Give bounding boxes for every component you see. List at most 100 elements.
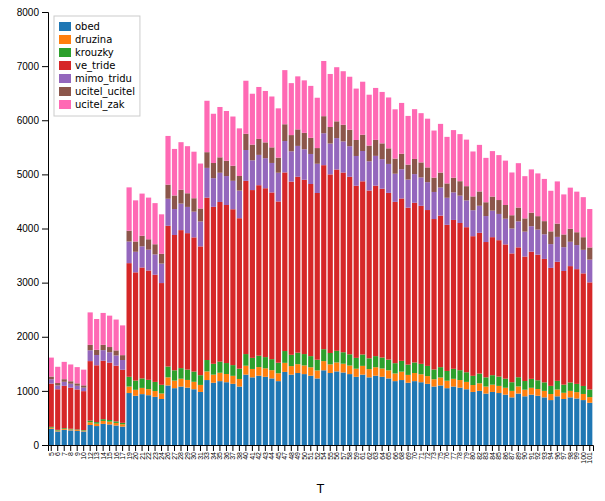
bar [555, 390, 560, 397]
bar [418, 382, 423, 445]
legend-item: ve_tride [59, 60, 115, 72]
bar [477, 383, 482, 391]
bar [496, 386, 501, 393]
bar [470, 210, 475, 236]
tick-label: 7000 [17, 61, 40, 72]
tick-mark [492, 445, 493, 451]
bar [75, 383, 80, 385]
bar-series [49, 116, 593, 387]
bar [548, 231, 553, 244]
bar [503, 161, 508, 205]
tick-mark [440, 445, 441, 451]
bar [107, 420, 112, 422]
legend-label: ucitel_ucitel [75, 86, 135, 98]
bar [386, 370, 391, 378]
bar [49, 429, 54, 445]
bar [204, 152, 209, 168]
bar [230, 117, 235, 166]
bar [191, 237, 196, 371]
bar [211, 178, 216, 207]
bar [120, 360, 125, 370]
bar [431, 369, 436, 379]
bar [431, 379, 436, 386]
bar [185, 388, 190, 445]
bar [49, 379, 54, 383]
tick-mark [323, 445, 324, 451]
bar [405, 116, 410, 165]
tick-mark [42, 391, 48, 392]
bar [146, 389, 151, 395]
bar [548, 244, 553, 268]
bar [191, 212, 196, 238]
bar [295, 146, 300, 177]
bar [243, 366, 248, 375]
bar [542, 391, 547, 397]
bar [224, 161, 229, 176]
bar [347, 77, 352, 130]
tick-mark [70, 445, 71, 451]
bar [438, 367, 443, 377]
bar [444, 198, 449, 225]
bar [399, 169, 404, 198]
bar [399, 154, 404, 169]
bar [555, 396, 560, 445]
bar [367, 191, 372, 359]
bar [529, 213, 534, 227]
bar [256, 155, 261, 185]
bar [308, 376, 313, 445]
x-axis-title: T [316, 482, 325, 496]
bar [399, 198, 404, 360]
bar [367, 95, 372, 146]
tick-mark [563, 445, 564, 451]
bar [328, 174, 333, 353]
bar [516, 221, 521, 247]
tick-mark [369, 445, 370, 451]
bar [535, 173, 540, 216]
bar [243, 81, 248, 134]
bar [250, 358, 255, 369]
bar [217, 173, 222, 202]
bar [477, 145, 482, 192]
bar [470, 151, 475, 196]
tick-label: 4000 [17, 223, 40, 234]
bar [321, 61, 326, 116]
tick-label: 5000 [17, 169, 40, 180]
bar [321, 165, 326, 349]
bar [94, 350, 99, 355]
bar [94, 422, 99, 424]
bar [483, 242, 488, 377]
bar [444, 183, 449, 197]
bar [159, 254, 164, 264]
bar [68, 429, 73, 431]
bar [418, 177, 423, 205]
bar [548, 386, 553, 394]
bar [230, 166, 235, 181]
tick-mark [90, 445, 91, 451]
bar [276, 108, 281, 157]
bar [263, 368, 268, 376]
bar [542, 382, 547, 391]
bar [386, 97, 391, 148]
bar [542, 221, 547, 234]
bar [412, 362, 417, 373]
bar [587, 390, 592, 398]
bar [315, 360, 320, 371]
bar [431, 219, 436, 369]
bar [354, 369, 359, 377]
bar [243, 134, 248, 150]
bar [237, 218, 242, 368]
legend-swatch [59, 35, 71, 44]
bar [237, 128, 242, 176]
bar [341, 125, 346, 142]
bar [470, 236, 475, 376]
bar [127, 263, 132, 377]
bar [139, 378, 144, 387]
bar [568, 397, 573, 445]
bar [405, 383, 410, 445]
legend-box [54, 16, 140, 116]
bar [496, 214, 501, 240]
tick-mark [161, 445, 162, 451]
tick-mark [206, 445, 207, 451]
bar [127, 393, 132, 445]
bar [256, 367, 261, 376]
